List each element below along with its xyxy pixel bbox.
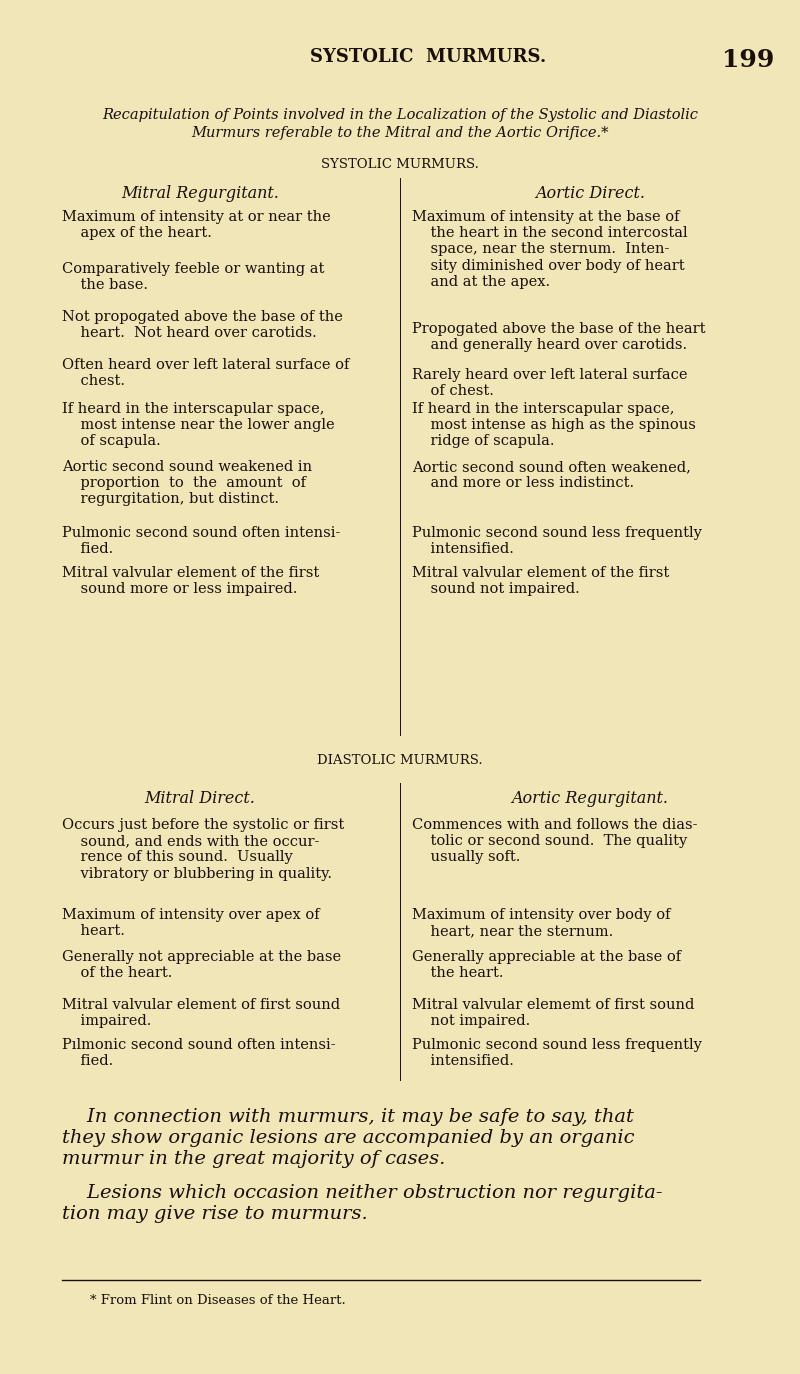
Text: Commences with and follows the dias-
    tolic or second sound.  The quality
   : Commences with and follows the dias- tol…	[412, 818, 698, 864]
Text: Maximum of intensity over body of
    heart, near the sternum.: Maximum of intensity over body of heart,…	[412, 908, 670, 938]
Text: Aortic Regurgitant.: Aortic Regurgitant.	[511, 790, 669, 807]
Text: Aortic Direct.: Aortic Direct.	[535, 185, 645, 202]
Text: Mitral valvular element of first sound
    impaired.: Mitral valvular element of first sound i…	[62, 998, 340, 1028]
Text: Aortic second sound weakened in
    proportion  to  the  amount  of
    regurgit: Aortic second sound weakened in proporti…	[62, 460, 312, 507]
Text: If heard in the interscapular space,
    most intense near the lower angle
    o: If heard in the interscapular space, mos…	[62, 403, 334, 448]
Text: Often heard over left lateral surface of
    chest.: Often heard over left lateral surface of…	[62, 359, 350, 389]
Text: Mitral valvular elememt of first sound
    not impaired.: Mitral valvular elememt of first sound n…	[412, 998, 694, 1028]
Text: In connection with murmurs, it may be safe to say, that
they show organic lesion: In connection with murmurs, it may be sa…	[62, 1107, 634, 1168]
Text: Pulmonic second sound less frequently
    intensified.: Pulmonic second sound less frequently in…	[412, 526, 702, 556]
Text: SYSTOLIC MURMURS.: SYSTOLIC MURMURS.	[321, 158, 479, 170]
Text: Mitral valvular element of the first
    sound more or less impaired.: Mitral valvular element of the first sou…	[62, 566, 319, 596]
Text: Pılmonic second sound often intensi-
    fied.: Pılmonic second sound often intensi- fie…	[62, 1037, 336, 1068]
Text: Maximum of intensity at the base of
    the heart in the second intercostal
    : Maximum of intensity at the base of the …	[412, 210, 688, 289]
Text: SYSTOLIC  MURMURS.: SYSTOLIC MURMURS.	[310, 48, 546, 66]
Text: Rarely heard over left lateral surface
    of chest.: Rarely heard over left lateral surface o…	[412, 368, 687, 398]
Text: Maximum of intensity over apex of
    heart.: Maximum of intensity over apex of heart.	[62, 908, 320, 938]
Text: Mitral Direct.: Mitral Direct.	[145, 790, 255, 807]
Text: Pulmonic second sound often intensi-
    fied.: Pulmonic second sound often intensi- fie…	[62, 526, 340, 556]
Text: If heard in the interscapular space,
    most intense as high as the spinous
   : If heard in the interscapular space, mos…	[412, 403, 696, 448]
Text: Aortic second sound often weakened,
    and more or less indistinct.: Aortic second sound often weakened, and …	[412, 460, 691, 491]
Text: Mitral Regurgitant.: Mitral Regurgitant.	[121, 185, 279, 202]
Text: Occurs just before the systolic or first
    sound, and ends with the occur-
   : Occurs just before the systolic or first…	[62, 818, 344, 881]
Text: Comparatively feeble or wanting at
    the base.: Comparatively feeble or wanting at the b…	[62, 262, 324, 293]
Text: Mitral valvular element of the first
    sound not impaired.: Mitral valvular element of the first sou…	[412, 566, 670, 596]
Text: Lesions which occasion neither obstruction nor regurgita-
tion may give rise to : Lesions which occasion neither obstructi…	[62, 1184, 662, 1223]
Text: 199: 199	[722, 48, 774, 71]
Text: Generally not appreciable at the base
    of the heart.: Generally not appreciable at the base of…	[62, 949, 341, 980]
Text: Murmurs referable to the Mitral and the Aortic Orifice.*: Murmurs referable to the Mitral and the …	[191, 126, 609, 140]
Text: Recapitulation of Points involved in the Localization of the Systolic and Diasto: Recapitulation of Points involved in the…	[102, 109, 698, 122]
Text: Pulmonic second sound less frequently
    intensified.: Pulmonic second sound less frequently in…	[412, 1037, 702, 1068]
Text: Generally appreciable at the base of
    the heart.: Generally appreciable at the base of the…	[412, 949, 681, 980]
Text: Maximum of intensity at or near the
    apex of the heart.: Maximum of intensity at or near the apex…	[62, 210, 330, 240]
Text: Not propogated above the base of the
    heart.  Not heard over carotids.: Not propogated above the base of the hea…	[62, 311, 343, 341]
Text: DIASTOLIC MURMURS.: DIASTOLIC MURMURS.	[317, 754, 483, 767]
Text: * From Flint on Diseases of the Heart.: * From Flint on Diseases of the Heart.	[90, 1294, 346, 1307]
Text: Propogated above the base of the heart
    and generally heard over carotids.: Propogated above the base of the heart a…	[412, 322, 706, 352]
